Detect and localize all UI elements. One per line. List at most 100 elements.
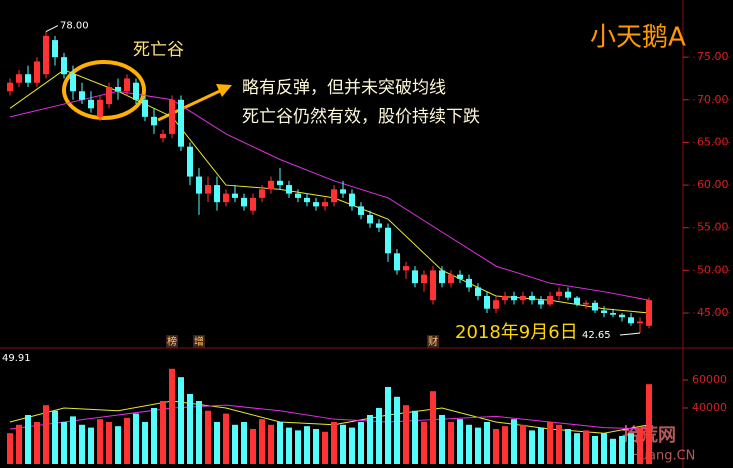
volume-bar bbox=[268, 424, 274, 464]
volume-bar bbox=[52, 410, 58, 464]
volume-bar bbox=[142, 421, 148, 464]
y-tick-label: 55.00 bbox=[697, 221, 729, 234]
candle-body bbox=[394, 253, 400, 271]
candle-body bbox=[610, 313, 616, 315]
candle-body bbox=[241, 197, 247, 207]
candle-body bbox=[358, 206, 364, 215]
highlight-ring bbox=[62, 60, 146, 120]
candle-body bbox=[196, 176, 202, 194]
volume-bar bbox=[322, 431, 328, 464]
candle-body bbox=[43, 35, 49, 75]
volume-bar bbox=[286, 427, 292, 464]
candle-body bbox=[34, 61, 40, 83]
candle-body bbox=[268, 180, 274, 190]
volume-bar bbox=[241, 421, 247, 464]
volume-bar bbox=[151, 407, 157, 464]
volume-bar bbox=[583, 430, 589, 464]
volume-bar bbox=[169, 368, 175, 464]
candle-body bbox=[385, 227, 391, 254]
candle-body bbox=[259, 189, 265, 198]
volume-bar bbox=[214, 421, 220, 464]
volume-bar bbox=[250, 428, 256, 464]
volume-bar bbox=[511, 419, 517, 464]
candle-body bbox=[547, 295, 553, 305]
candle-body bbox=[457, 274, 463, 279]
y-tick-label: 65.00 bbox=[697, 135, 729, 148]
candle-body bbox=[7, 82, 13, 92]
volume-bar bbox=[259, 419, 265, 464]
candle-body bbox=[25, 74, 31, 83]
volume-bar bbox=[340, 424, 346, 464]
candle-body bbox=[250, 197, 256, 211]
candle-body bbox=[295, 193, 301, 198]
candle-body bbox=[529, 295, 535, 301]
candle-body bbox=[115, 86, 121, 92]
candle-body bbox=[142, 99, 148, 117]
volume-bar bbox=[115, 426, 121, 464]
candle-body bbox=[79, 91, 85, 100]
volume-bar bbox=[502, 426, 508, 464]
volume-label: 49.91 bbox=[2, 353, 31, 364]
volume-bar bbox=[520, 424, 526, 464]
volume-bar bbox=[205, 410, 211, 464]
y-tick-label: 50.00 bbox=[697, 263, 729, 276]
volume-bar bbox=[358, 421, 364, 464]
y-tick-label: 45.00 bbox=[697, 306, 729, 319]
candle-body bbox=[160, 133, 166, 139]
volume-bar bbox=[646, 384, 652, 464]
volume-bar bbox=[610, 438, 616, 464]
volume-bar bbox=[592, 435, 598, 464]
candle-body bbox=[169, 99, 175, 134]
candle-body bbox=[538, 300, 544, 305]
max-pointer bbox=[45, 25, 59, 33]
candle-body bbox=[286, 185, 292, 194]
volume-bar bbox=[277, 421, 283, 464]
candle-body bbox=[52, 40, 58, 58]
volume-bar bbox=[475, 427, 481, 464]
v-tick-label: 60000 bbox=[692, 373, 727, 386]
event-marker bbox=[193, 335, 205, 348]
volume-bar bbox=[313, 428, 319, 464]
candle-body bbox=[601, 310, 607, 314]
candle-body bbox=[484, 295, 490, 309]
volume-bar bbox=[70, 416, 76, 464]
volume-bar bbox=[412, 410, 418, 464]
max-label: 78.00 bbox=[60, 21, 89, 32]
volume-bar bbox=[178, 377, 184, 464]
candle-body bbox=[439, 270, 445, 284]
candle-body bbox=[421, 274, 427, 284]
volume-bar bbox=[466, 424, 472, 464]
volume-bar bbox=[619, 435, 625, 464]
candle-body bbox=[340, 189, 346, 194]
volume-bar bbox=[349, 427, 355, 464]
volume-bar bbox=[601, 433, 607, 464]
candle-body bbox=[133, 82, 139, 100]
candle-body bbox=[124, 78, 130, 92]
candle-body bbox=[502, 295, 508, 301]
min-label: 42.65 bbox=[582, 330, 611, 341]
event-label: 榜 bbox=[167, 335, 177, 348]
event-label: 增 bbox=[194, 335, 204, 348]
volume-bar bbox=[574, 433, 580, 464]
candle-body bbox=[61, 57, 67, 75]
volume-bar bbox=[538, 427, 544, 464]
arrow-head bbox=[216, 84, 232, 97]
candle-body bbox=[592, 302, 598, 311]
volume-bar bbox=[331, 421, 337, 464]
candle-body bbox=[475, 287, 481, 296]
candle-body bbox=[556, 291, 562, 296]
candle-body bbox=[205, 185, 211, 194]
event-label: 财 bbox=[428, 335, 438, 348]
volume-bar bbox=[430, 391, 436, 464]
candle-body bbox=[187, 146, 193, 177]
candle-body bbox=[412, 270, 418, 284]
volume-bar bbox=[61, 421, 67, 464]
volume-bar bbox=[628, 433, 634, 464]
volume-bar bbox=[88, 427, 94, 464]
volume-bar bbox=[547, 421, 553, 464]
volume-bar bbox=[16, 424, 22, 464]
candle-body bbox=[322, 202, 328, 207]
candle-body bbox=[88, 99, 94, 109]
candle-body bbox=[646, 300, 652, 326]
candle-body bbox=[16, 74, 22, 83]
